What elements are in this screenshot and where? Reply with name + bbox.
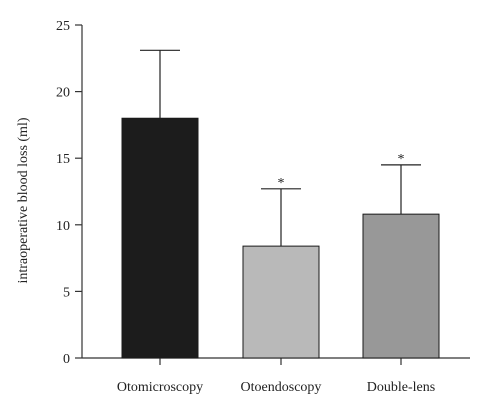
significance-mark: * <box>398 152 405 167</box>
y-tick-label: 5 <box>63 285 70 300</box>
bars <box>121 117 440 359</box>
x-tick-label: Otoendoscopy <box>241 380 322 395</box>
x-tick-label: Double-lens <box>367 380 435 395</box>
bar-double-lens <box>362 213 440 359</box>
axes: 0 5 10 15 20 25 Otomicroscopy Otoendoscopy Doubl… <box>56 19 470 395</box>
bar-otoendoscopy <box>242 245 320 359</box>
y-tick-label: 15 <box>56 152 70 167</box>
y-tick-label: 25 <box>56 19 70 34</box>
error-bars: ** <box>140 49 421 247</box>
y-tick-label: 0 <box>63 352 70 367</box>
significance-mark: * <box>278 176 285 191</box>
bar-otomicroscopy <box>121 117 199 359</box>
y-axis-title: intraoperative blood loss (ml) <box>16 117 31 283</box>
y-tick-label: 20 <box>56 86 70 101</box>
y-tick-label: 10 <box>56 219 70 234</box>
x-tick-label: Otomicroscopy <box>117 380 203 395</box>
